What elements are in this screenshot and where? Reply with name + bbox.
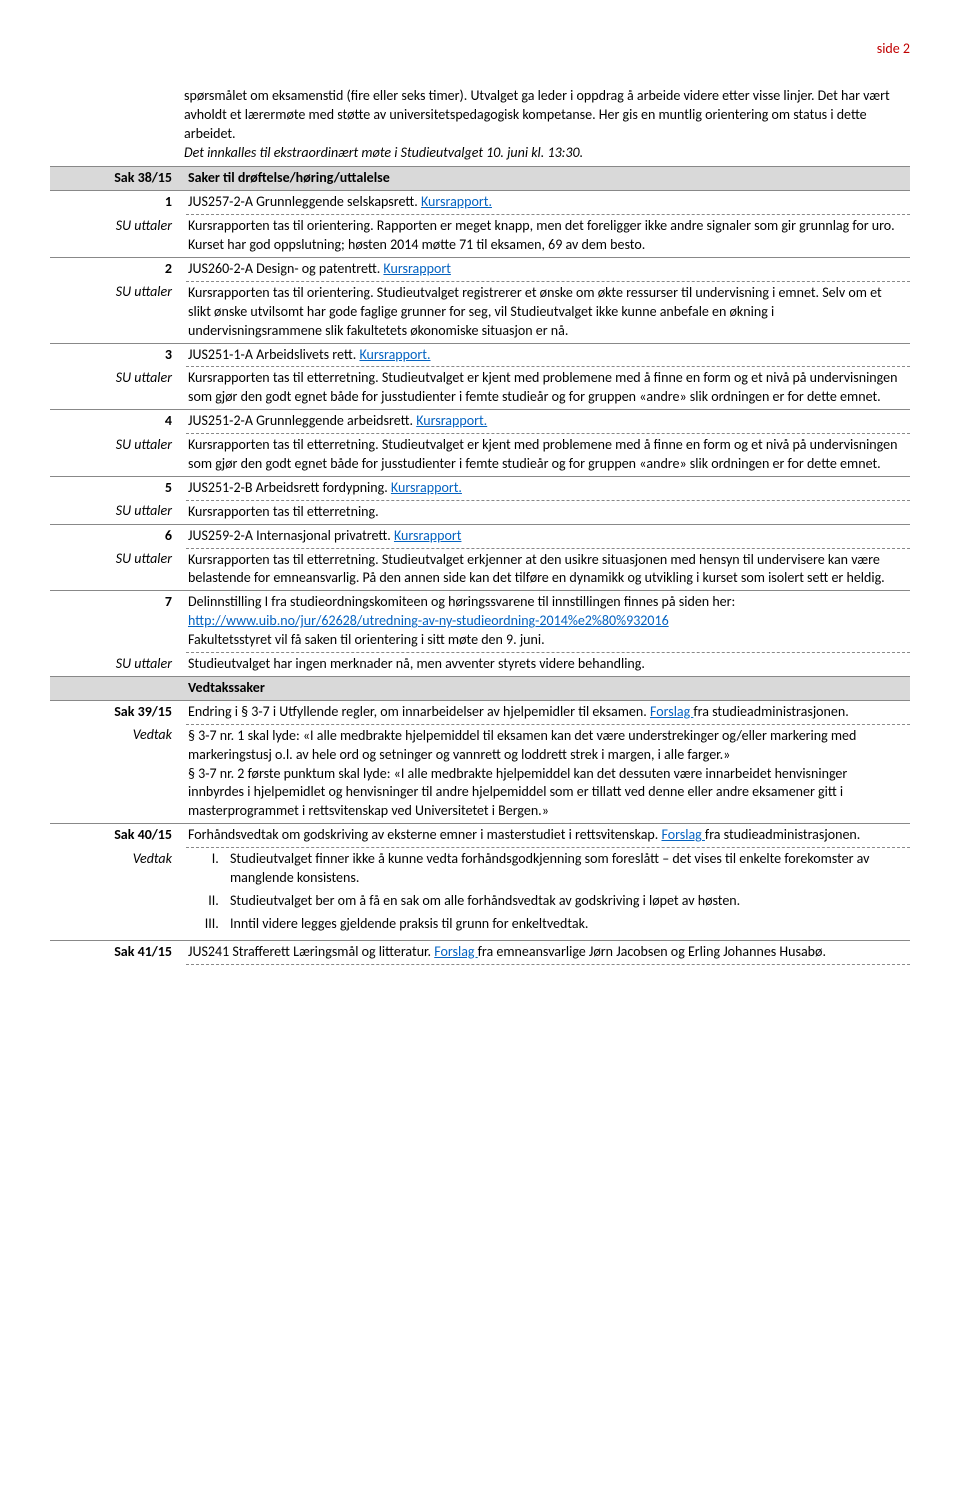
kursrapport-link[interactable]: Kursrapport. — [391, 479, 462, 496]
section-header-vedtak: Vedtakssaker — [50, 676, 910, 700]
kursrapport-link[interactable]: Kursrapport. — [416, 412, 487, 429]
table-row: 5 JUS251-2-B Arbeidsrett fordypning. Kur… — [50, 476, 910, 500]
empty-cell — [50, 676, 186, 700]
table-row: SU uttaler Kursrapporten tas til etterre… — [50, 434, 910, 477]
list-item: Inntil videre legges gjeldende praksis t… — [222, 915, 904, 934]
item-title-post: fra studieadministrasjonen. — [693, 703, 848, 720]
table-row: 1 JUS257-2-A Grunnleggende selskapsrett.… — [50, 191, 910, 215]
item-body: Kursrapporten tas til etterretning. Stud… — [186, 434, 910, 477]
vedtak-label: Vedtak — [50, 848, 186, 941]
item-body: Studieutvalget har ingen merknader nå, m… — [186, 653, 910, 677]
table-row: SU uttaler Studieutvalget har ingen merk… — [50, 653, 910, 677]
item-number: 7 — [50, 591, 186, 653]
item-title-cell: Endring i § 3-7 i Utfyllende regler, om … — [186, 700, 910, 724]
studieordning-link[interactable]: http://www.uib.no/jur/62628/utredning-av… — [188, 612, 669, 629]
item-body: Kursrapporten tas til etterretning. — [186, 500, 910, 524]
su-uttaler-label: SU uttaler — [50, 367, 186, 410]
kursrapport-link[interactable]: Kursrapport. — [421, 193, 492, 210]
intro-note: Det innkalles til ekstraordinært møte i … — [184, 144, 583, 161]
table-row: Sak 41/15 JUS241 Strafferett Læringsmål … — [50, 940, 910, 964]
item-body: Kursrapporten tas til orientering. Studi… — [186, 281, 910, 343]
item-title-cell: JUS251-2-A Grunnleggende arbeidsrett. Ku… — [186, 410, 910, 434]
table-row: Vedtak § 3-7 nr. 1 skal lyde: «I alle me… — [50, 724, 910, 823]
forslag-link[interactable]: Forslag — [662, 826, 705, 843]
table-row: 7 Delinnstilling I fra studieordningskom… — [50, 591, 910, 653]
forslag-link[interactable]: Forslag — [650, 703, 693, 720]
item-title-cell: Delinnstilling I fra studieordningskomit… — [186, 591, 910, 653]
table-row: SU uttaler Kursrapporten tas til oriente… — [50, 215, 910, 258]
table-row: Sak 39/15 Endring i § 3-7 i Utfyllende r… — [50, 700, 910, 724]
item-title-cell: JUS251-1-A Arbeidslivets rett. Kursrappo… — [186, 343, 910, 367]
su-uttaler-label: SU uttaler — [50, 434, 186, 477]
item-line3: Fakultetsstyret vil få saken til oriente… — [188, 631, 545, 648]
intro-text: spørsmålet om eksamenstid (fire eller se… — [184, 87, 890, 142]
table-row: 2 JUS260-2-A Design- og patentrett. Kurs… — [50, 258, 910, 282]
item-title-pre: Forhåndsvedtak om godskriving av ekstern… — [188, 826, 662, 843]
table-row: SU uttaler Kursrapporten tas til etterre… — [50, 367, 910, 410]
agenda-table: Sak 38/15 Saker til drøftelse/høring/utt… — [50, 166, 910, 964]
item-number: 6 — [50, 524, 186, 548]
kursrapport-link[interactable]: Kursrapport — [394, 527, 462, 544]
item-title: JUS251-1-A Arbeidslivets rett. — [188, 346, 359, 363]
item-title: JUS257-2-A Grunnleggende selskapsrett. — [188, 193, 421, 210]
sak-number: Sak 40/15 — [50, 824, 186, 848]
item-number: 2 — [50, 258, 186, 282]
table-row: 3 JUS251-1-A Arbeidslivets rett. Kursrap… — [50, 343, 910, 367]
intro-paragraph: spørsmålet om eksamenstid (fire eller se… — [184, 87, 910, 163]
item-body: Kursrapporten tas til etterretning. Stud… — [186, 367, 910, 410]
table-row: SU uttaler Kursrapporten tas til etterre… — [50, 500, 910, 524]
item-body: Kursrapporten tas til orientering. Rappo… — [186, 215, 910, 258]
item-number: 5 — [50, 476, 186, 500]
vedtakssaker-title: Vedtakssaker — [186, 676, 910, 700]
su-uttaler-label: SU uttaler — [50, 653, 186, 677]
table-row: SU uttaler Kursrapporten tas til etterre… — [50, 548, 910, 591]
su-uttaler-label: SU uttaler — [50, 281, 186, 343]
item-title-post: fra emneansvarlige Jørn Jacobsen og Erli… — [478, 943, 826, 960]
item-title-pre: Delinnstilling I fra studieordningskomit… — [188, 593, 538, 610]
vedtak-label: Vedtak — [50, 724, 186, 823]
vedtak-p2: § 3-7 nr. 2 første punktum skal lyde: «I… — [188, 765, 847, 820]
item-number: 4 — [50, 410, 186, 434]
item-title: JUS260-2-A Design- og patentrett. — [188, 260, 383, 277]
forslag-link[interactable]: Forslag — [434, 943, 477, 960]
table-row: SU uttaler Kursrapporten tas til oriente… — [50, 281, 910, 343]
item-title-cell: JUS260-2-A Design- og patentrett. Kursra… — [186, 258, 910, 282]
sak-number: Sak 38/15 — [50, 167, 186, 191]
item-title-pre: JUS241 Strafferett Læringsmål og littera… — [188, 943, 434, 960]
list-item: Studieutvalget finner ikke å kunne vedta… — [222, 850, 904, 888]
item-number: 1 — [50, 191, 186, 215]
item-body: Studieutvalget finner ikke å kunne vedta… — [186, 848, 910, 941]
item-title-post: til innstillingen finnes på siden her: — [538, 593, 736, 610]
item-number: 3 — [50, 343, 186, 367]
sak-number: Sak 41/15 — [50, 940, 186, 964]
kursrapport-link[interactable]: Kursrapport. — [359, 346, 430, 363]
roman-list: Studieutvalget finner ikke å kunne vedta… — [188, 850, 904, 934]
item-title-pre: Endring i § 3-7 i Utfyllende regler, om … — [188, 703, 650, 720]
table-row: 6 JUS259-2-A Internasjonal privatrett. K… — [50, 524, 910, 548]
su-uttaler-label: SU uttaler — [50, 215, 186, 258]
sak-number: Sak 39/15 — [50, 700, 186, 724]
item-title-post: fra studieadministrasjonen. — [705, 826, 860, 843]
sak-title: Saker til drøftelse/høring/uttalelse — [186, 167, 910, 191]
item-title-cell: JUS259-2-A Internasjonal privatrett. Kur… — [186, 524, 910, 548]
item-title-cell: JUS251-2-B Arbeidsrett fordypning. Kursr… — [186, 476, 910, 500]
table-row: Sak 40/15 Forhåndsvedtak om godskriving … — [50, 824, 910, 848]
table-row: 4 JUS251-2-A Grunnleggende arbeidsrett. … — [50, 410, 910, 434]
section-header-38: Sak 38/15 Saker til drøftelse/høring/utt… — [50, 167, 910, 191]
vedtak-p1: § 3-7 nr. 1 skal lyde: «I alle medbrakte… — [188, 727, 856, 763]
su-uttaler-label: SU uttaler — [50, 548, 186, 591]
item-title: JUS251-2-A Grunnleggende arbeidsrett. — [188, 412, 416, 429]
table-row: Vedtak Studieutvalget finner ikke å kunn… — [50, 848, 910, 941]
item-title-cell: JUS241 Strafferett Læringsmål og littera… — [186, 940, 910, 964]
item-body: Kursrapporten tas til etterretning. Stud… — [186, 548, 910, 591]
item-title-cell: JUS257-2-A Grunnleggende selskapsrett. K… — [186, 191, 910, 215]
list-item: Studieutvalget ber om å få en sak om all… — [222, 892, 904, 911]
su-uttaler-label: SU uttaler — [50, 500, 186, 524]
item-body: § 3-7 nr. 1 skal lyde: «I alle medbrakte… — [186, 724, 910, 823]
item-title: JUS251-2-B Arbeidsrett fordypning. — [188, 479, 391, 496]
item-title-cell: Forhåndsvedtak om godskriving av ekstern… — [186, 824, 910, 848]
kursrapport-link[interactable]: Kursrapport — [383, 260, 451, 277]
page-number-label: side 2 — [50, 40, 910, 59]
item-title: JUS259-2-A Internasjonal privatrett. — [188, 527, 394, 544]
